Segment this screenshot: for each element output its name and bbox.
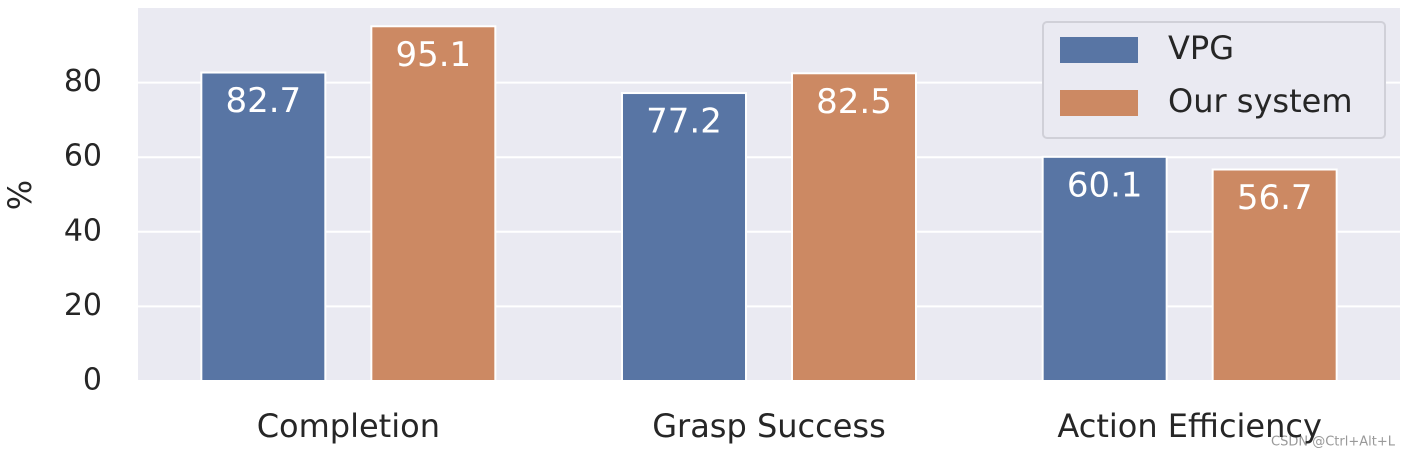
value-label: 95.1 xyxy=(395,35,471,75)
y-tick-label: 80 xyxy=(64,64,102,99)
bar xyxy=(1211,168,1338,382)
bars: 82.7 95.1 77.2 82.5 60.1 56.7 xyxy=(200,25,1338,383)
value-label: 77.2 xyxy=(646,102,722,142)
legend-label: VPG xyxy=(1168,29,1234,67)
value-label: 60.1 xyxy=(1067,165,1143,205)
grid xyxy=(138,81,1400,382)
y-axis-label: % xyxy=(1,180,39,210)
x-tick-label: Action Efficiency xyxy=(1057,407,1322,445)
bar xyxy=(1041,155,1168,382)
watermark: CSDN @Ctrl+Alt+L xyxy=(1271,435,1396,450)
x-tick-label: Completion xyxy=(257,407,440,445)
legend-swatch xyxy=(1060,37,1138,63)
y-tick-label: 0 xyxy=(83,363,102,398)
y-tick-label: 60 xyxy=(64,139,102,174)
x-tick-label: Grasp Success xyxy=(652,407,886,445)
y-tick-label: 20 xyxy=(64,288,102,323)
legend-swatch xyxy=(1060,90,1138,116)
value-label: 82.5 xyxy=(816,82,892,122)
y-tick-label: 40 xyxy=(64,213,102,248)
bar xyxy=(791,72,917,383)
bar xyxy=(621,92,747,382)
legend: VPG Our system xyxy=(1042,21,1386,139)
legend-label: Our system xyxy=(1168,82,1352,120)
value-label: 56.7 xyxy=(1237,178,1313,218)
bar xyxy=(200,71,327,383)
value-label: 82.7 xyxy=(225,81,301,121)
bar xyxy=(370,25,497,382)
